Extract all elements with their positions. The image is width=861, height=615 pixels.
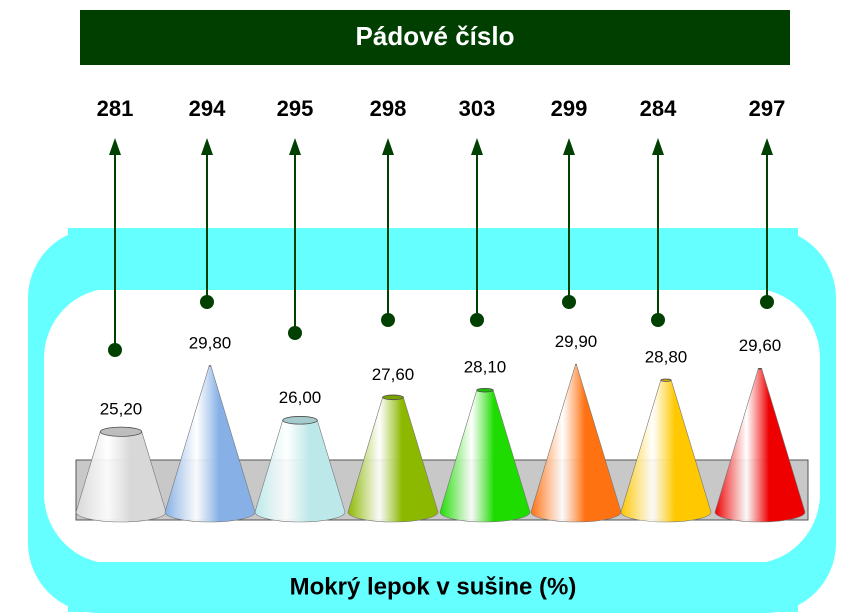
arrow-dot [200,295,214,309]
arrow-head [201,138,213,155]
value-label: 25,20 [100,399,143,418]
top-value-label: 294 [189,96,226,121]
chart: Pádové číslo Mokrý lepok v sušine (%) 25… [0,0,861,615]
frame-inner [44,288,820,564]
arrow-head [109,138,121,155]
arrow-dot [381,313,395,327]
band-top [68,228,798,290]
value-label: 29,90 [555,332,598,351]
cone-top-shade [661,379,671,381]
arrow-dot [651,313,665,327]
chart-title: Pádové číslo [356,21,515,51]
top-value-label: 303 [459,96,496,121]
value-label: 29,60 [739,336,782,355]
value-label: 26,00 [279,388,322,407]
arrow-head [761,138,773,155]
arrow-head [289,138,301,155]
cone-top-shade [477,388,493,392]
value-label: 28,10 [464,358,507,377]
cone-top-shade [758,368,761,369]
top-value-label: 299 [551,96,588,121]
arrow-dot [562,295,576,309]
cone-top-shade [383,395,404,400]
top-value-label: 281 [97,96,134,121]
cone-top-shade [100,427,142,436]
cone-top-shade [283,416,318,424]
x-axis-label: Mokrý lepok v sušine (%) [290,573,577,600]
value-label: 29,80 [189,333,232,352]
arrow-head [471,138,483,155]
arrow-head [382,138,394,155]
arrow-dot [108,343,122,357]
value-label: 27,60 [372,365,415,384]
arrow-head [652,138,664,155]
top-value-label: 298 [370,96,407,121]
top-value-label: 284 [640,96,677,121]
arrow-head [563,138,575,155]
arrow-dot [470,313,484,327]
arrow-dot [288,326,302,340]
arrow-dot [760,295,774,309]
value-label: 28,80 [645,348,688,367]
top-value-label: 295 [277,96,314,121]
top-value-label: 297 [749,96,786,121]
